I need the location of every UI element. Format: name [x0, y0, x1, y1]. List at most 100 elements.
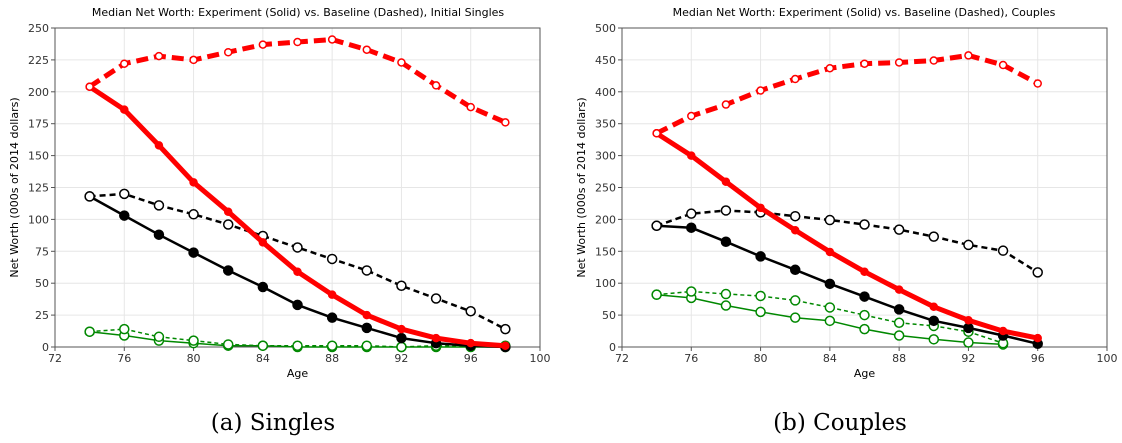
data-point: [721, 177, 731, 187]
black-solid-line: [84, 191, 511, 353]
data-point: [652, 129, 661, 138]
data-point: [362, 45, 372, 54]
x-tick-label: 96: [464, 352, 478, 365]
series-line: [88, 37, 507, 125]
black-solid-line: [651, 220, 1043, 350]
data-point: [755, 290, 766, 302]
data-point: [721, 100, 731, 109]
data-point: [326, 312, 338, 323]
data-point: [687, 151, 696, 160]
data-point: [397, 58, 406, 67]
data-point: [859, 323, 870, 335]
data-point: [964, 51, 973, 60]
data-point: [431, 81, 441, 90]
data-point: [119, 188, 130, 200]
data-point: [396, 341, 407, 353]
y-tick-label: 0: [609, 341, 616, 354]
data-point: [789, 210, 801, 222]
data-point: [397, 324, 406, 334]
data-point: [859, 291, 870, 302]
data-point: [651, 289, 662, 300]
green-dashed-line: [84, 323, 511, 353]
series-line: [656, 224, 1038, 346]
data-point: [326, 253, 338, 265]
data-point: [720, 236, 732, 247]
y-tick-label: 0: [42, 341, 49, 354]
data-point: [859, 219, 870, 230]
y-tick-label: 150: [595, 245, 616, 258]
data-point: [362, 310, 372, 320]
data-point: [84, 326, 95, 337]
data-point: [720, 288, 732, 300]
red-solid-line: [652, 129, 1042, 343]
x-tick-label: 80: [754, 352, 768, 365]
data-point: [893, 304, 905, 315]
data-point: [720, 205, 732, 216]
data-point: [756, 86, 765, 95]
data-point: [189, 178, 198, 187]
x-tick-label: 100: [1097, 352, 1118, 365]
data-point: [153, 331, 165, 343]
data-point: [860, 59, 869, 68]
data-point: [894, 285, 904, 294]
x-tick-label: 76: [684, 352, 698, 365]
x-axis-label: Age: [287, 367, 309, 380]
black-dashed-line: [651, 205, 1043, 278]
data-point: [720, 300, 732, 311]
figure-caption: (a) Singles: [211, 410, 335, 436]
data-point: [686, 222, 697, 233]
data-point: [501, 341, 510, 350]
data-point: [257, 281, 269, 293]
data-point: [651, 220, 662, 232]
data-point: [500, 323, 511, 335]
data-point: [292, 242, 303, 253]
data-point: [293, 37, 302, 47]
data-point: [755, 306, 766, 318]
x-tick-label: 100: [530, 352, 551, 365]
data-point: [1032, 267, 1043, 278]
y-tick-label: 100: [595, 277, 616, 290]
chart-title: Median Net Worth: Experiment (Solid) vs.…: [673, 6, 1056, 19]
series-line: [655, 52, 1039, 136]
data-point: [222, 219, 234, 230]
y-tick-label: 350: [595, 118, 616, 131]
data-point: [327, 35, 337, 44]
red-solid-line: [85, 82, 510, 350]
data-point: [119, 323, 130, 335]
data-point: [894, 58, 904, 67]
data-point: [928, 231, 940, 242]
data-point: [893, 317, 905, 329]
y-tick-label: 75: [35, 245, 49, 258]
figure-caption: (b) Couples: [773, 410, 907, 436]
data-point: [326, 340, 338, 351]
y-tick-label: 400: [595, 86, 616, 99]
data-point: [120, 59, 129, 68]
y-tick-label: 250: [595, 182, 616, 195]
chart-panel-1: 0 25 50 75 100 125 150 175 200 225 250 72 76 80 84 88 92…: [8, 6, 551, 436]
data-point: [998, 326, 1008, 336]
data-point: [756, 203, 765, 213]
data-point: [860, 267, 869, 276]
x-tick-label: 84: [823, 352, 837, 365]
data-point: [258, 40, 268, 49]
data-point: [430, 293, 442, 304]
data-point: [998, 60, 1008, 70]
data-point: [431, 333, 441, 343]
data-point: [257, 340, 269, 351]
y-tick-label: 100: [28, 213, 49, 226]
x-tick-label: 72: [615, 352, 629, 365]
data-point: [466, 338, 475, 348]
data-point: [963, 322, 974, 334]
data-point: [789, 312, 801, 323]
y-axis-label: Net Worth (000s of 2014 dollars): [575, 97, 588, 277]
data-point: [153, 200, 165, 211]
y-tick-label: 50: [602, 309, 616, 322]
data-point: [824, 302, 836, 313]
data-point: [396, 280, 407, 292]
data-point: [789, 264, 801, 276]
data-point: [1033, 333, 1042, 343]
data-point: [824, 278, 836, 290]
x-tick-label: 84: [256, 352, 270, 365]
data-point: [893, 330, 905, 341]
y-tick-label: 450: [595, 54, 616, 67]
